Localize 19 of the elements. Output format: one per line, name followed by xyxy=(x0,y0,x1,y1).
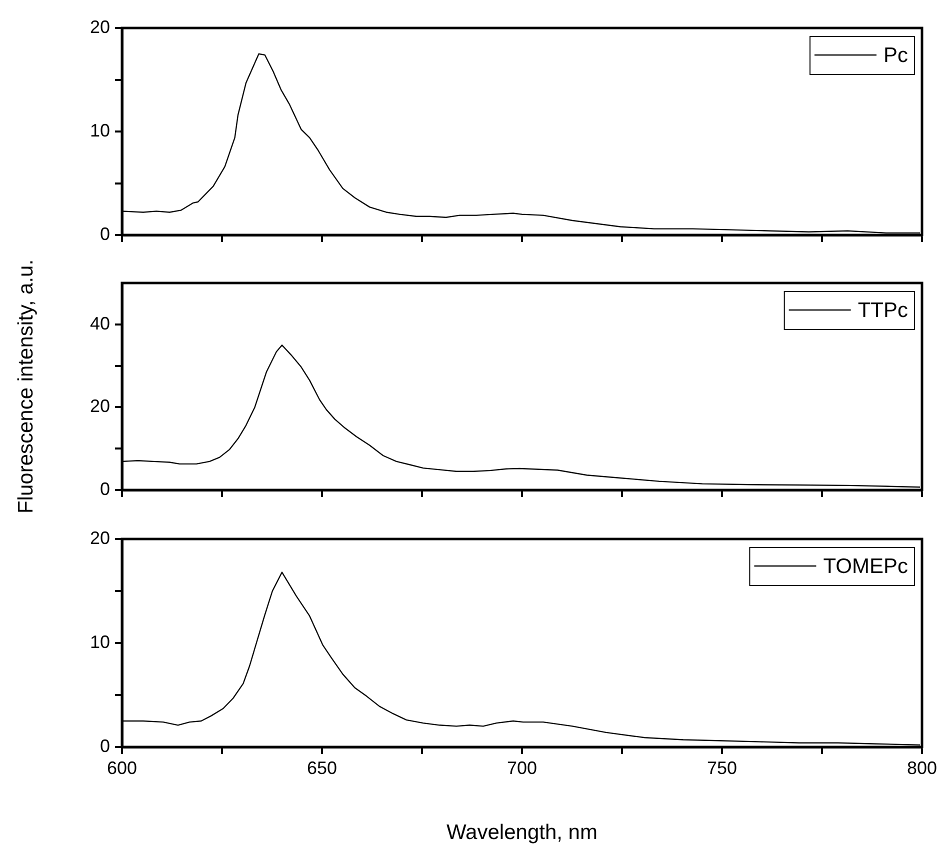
y-tick-label: 20 xyxy=(90,16,110,37)
x-tick-label: 750 xyxy=(706,758,738,778)
x-tick-label: 800 xyxy=(906,758,938,778)
y-tick-label: 10 xyxy=(90,632,110,652)
legend-label: TTPc xyxy=(858,298,908,322)
y-tick-label: 20 xyxy=(90,528,110,548)
legend-label: TOMEPc xyxy=(823,554,908,578)
x-axis-title: Wavelength, nm xyxy=(446,821,598,844)
x-tick-label: 650 xyxy=(306,758,338,778)
y-tick-label: 0 xyxy=(100,478,110,499)
legend-label: Pc xyxy=(883,44,908,67)
y-tick-label: 20 xyxy=(90,396,110,416)
y-axis-title: Fluorescence intensity, a.u. xyxy=(14,259,38,514)
y-tick-label: 0 xyxy=(100,736,110,756)
y-tick-label: 10 xyxy=(90,120,110,140)
x-tick-label: 600 xyxy=(106,758,138,778)
x-tick-label: 700 xyxy=(506,758,538,778)
y-tick-label: 40 xyxy=(90,313,110,334)
y-tick-label: 0 xyxy=(100,224,110,244)
